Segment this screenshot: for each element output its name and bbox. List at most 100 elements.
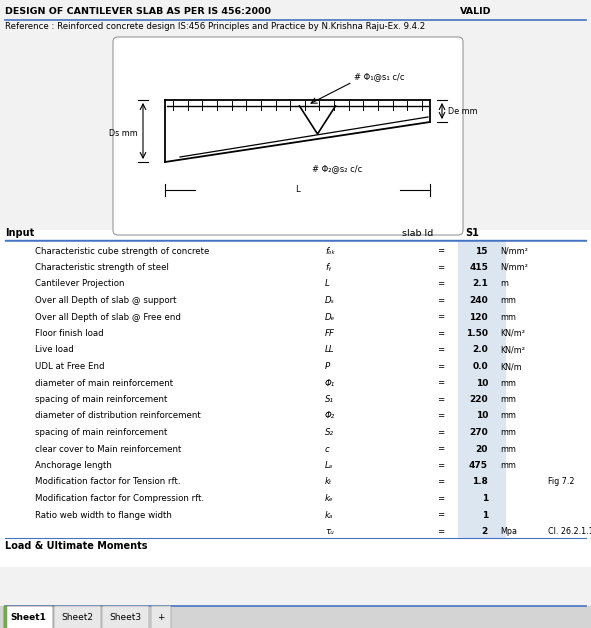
- Text: Sheet3: Sheet3: [109, 613, 142, 622]
- Text: diameter of main reinforcement: diameter of main reinforcement: [35, 379, 173, 387]
- Text: Cantilever Projection: Cantilever Projection: [35, 279, 125, 288]
- Text: Ds mm: Ds mm: [109, 129, 138, 138]
- Text: =: =: [437, 445, 444, 453]
- Text: KN/m²: KN/m²: [500, 345, 525, 354]
- Text: Floor finish load: Floor finish load: [35, 329, 103, 338]
- Text: Dₛ: Dₛ: [325, 296, 335, 305]
- Text: 270: 270: [469, 428, 488, 437]
- Text: Input: Input: [5, 228, 34, 238]
- Text: KN/m: KN/m: [500, 362, 522, 371]
- Text: 120: 120: [469, 313, 488, 322]
- Text: 415: 415: [469, 263, 488, 272]
- Text: Live load: Live load: [35, 345, 74, 354]
- Bar: [0, 606, 591, 628]
- Text: mm: mm: [500, 379, 516, 387]
- Text: 1: 1: [482, 511, 488, 519]
- Text: 1: 1: [482, 494, 488, 503]
- Text: L: L: [325, 279, 330, 288]
- Text: 2.0: 2.0: [472, 345, 488, 354]
- Text: =: =: [437, 494, 444, 503]
- Text: 220: 220: [469, 395, 488, 404]
- Text: 20: 20: [476, 445, 488, 453]
- Text: Modification factor for Compression rft.: Modification factor for Compression rft.: [35, 494, 204, 503]
- Text: =: =: [437, 477, 444, 487]
- Text: =: =: [437, 461, 444, 470]
- Text: Modification factor for Tension rft.: Modification factor for Tension rft.: [35, 477, 180, 487]
- Text: UDL at Free End: UDL at Free End: [35, 362, 105, 371]
- Text: Φ₂: Φ₂: [325, 411, 335, 421]
- FancyBboxPatch shape: [4, 606, 53, 628]
- Text: mm: mm: [500, 445, 516, 453]
- Text: 10: 10: [476, 411, 488, 421]
- Text: =: =: [437, 511, 444, 519]
- Text: S1: S1: [465, 228, 479, 238]
- Text: kₜ: kₜ: [325, 477, 333, 487]
- Text: 0.0: 0.0: [472, 362, 488, 371]
- Text: spacing of main reinforcement: spacing of main reinforcement: [35, 428, 167, 437]
- Text: Sheet1: Sheet1: [11, 613, 47, 622]
- Text: VALID: VALID: [460, 7, 492, 16]
- FancyBboxPatch shape: [151, 606, 171, 628]
- Text: fₒₖ: fₒₖ: [325, 247, 335, 256]
- Text: Dₑ: Dₑ: [325, 313, 335, 322]
- Text: P: P: [325, 362, 330, 371]
- Text: Lₐ: Lₐ: [325, 461, 333, 470]
- Text: fᵧ: fᵧ: [325, 263, 331, 272]
- Text: De mm: De mm: [448, 107, 478, 116]
- Text: diameter of distribution reinforcement: diameter of distribution reinforcement: [35, 411, 201, 421]
- Text: =: =: [437, 345, 444, 354]
- Bar: [0, 230, 591, 567]
- Text: mm: mm: [500, 428, 516, 437]
- Text: c: c: [325, 445, 330, 453]
- Text: KN/m²: KN/m²: [500, 329, 525, 338]
- Text: m: m: [500, 279, 508, 288]
- Text: Φ₁: Φ₁: [325, 379, 335, 387]
- Text: 475: 475: [469, 461, 488, 470]
- Text: Fig 7.2: Fig 7.2: [548, 477, 574, 487]
- Text: Characteristic strength of steel: Characteristic strength of steel: [35, 263, 169, 272]
- FancyBboxPatch shape: [113, 37, 463, 235]
- Text: mm: mm: [500, 395, 516, 404]
- Text: kₐ: kₐ: [325, 511, 333, 519]
- Text: mm: mm: [500, 411, 516, 421]
- Text: Anchorage length: Anchorage length: [35, 461, 112, 470]
- Text: Load & Ultimate Moments: Load & Ultimate Moments: [5, 541, 148, 551]
- Text: 1.50: 1.50: [466, 329, 488, 338]
- Text: Ratio web width to flange width: Ratio web width to flange width: [35, 511, 172, 519]
- Text: L: L: [295, 185, 300, 195]
- Text: spacing of main reinforcement: spacing of main reinforcement: [35, 395, 167, 404]
- Text: LL: LL: [325, 345, 335, 354]
- Text: =: =: [437, 379, 444, 387]
- Text: Sheet2: Sheet2: [61, 613, 93, 622]
- Text: S₂: S₂: [325, 428, 334, 437]
- Bar: [458, 241, 506, 538]
- Text: mm: mm: [500, 296, 516, 305]
- Text: 10: 10: [476, 379, 488, 387]
- Text: mm: mm: [500, 461, 516, 470]
- Text: Mpa: Mpa: [500, 527, 517, 536]
- Text: S₁: S₁: [325, 395, 334, 404]
- Text: =: =: [437, 279, 444, 288]
- FancyBboxPatch shape: [54, 606, 101, 628]
- Text: DESIGN OF CANTILEVER SLAB AS PER IS 456:2000: DESIGN OF CANTILEVER SLAB AS PER IS 456:…: [5, 7, 271, 16]
- Text: =: =: [437, 411, 444, 421]
- Text: =: =: [437, 362, 444, 371]
- Text: Characteristic cube strength of concrete: Characteristic cube strength of concrete: [35, 247, 209, 256]
- Text: +: +: [157, 613, 165, 622]
- Text: kₑ: kₑ: [325, 494, 334, 503]
- Text: 2.1: 2.1: [472, 279, 488, 288]
- Text: Over all Depth of slab @ Free end: Over all Depth of slab @ Free end: [35, 313, 181, 322]
- Text: =: =: [437, 247, 444, 256]
- Text: =: =: [437, 395, 444, 404]
- Text: slab Id: slab Id: [402, 229, 433, 238]
- Text: 2: 2: [482, 527, 488, 536]
- Text: =: =: [437, 296, 444, 305]
- Text: =: =: [437, 313, 444, 322]
- Text: N/mm²: N/mm²: [500, 247, 528, 256]
- FancyBboxPatch shape: [102, 606, 149, 628]
- Text: # Φ₂@s₂ c/c: # Φ₂@s₂ c/c: [313, 164, 363, 173]
- Text: =: =: [437, 263, 444, 272]
- Text: Cl. 26.2.1.1: Cl. 26.2.1.1: [548, 527, 591, 536]
- Text: N/mm²: N/mm²: [500, 263, 528, 272]
- Text: FF: FF: [325, 329, 335, 338]
